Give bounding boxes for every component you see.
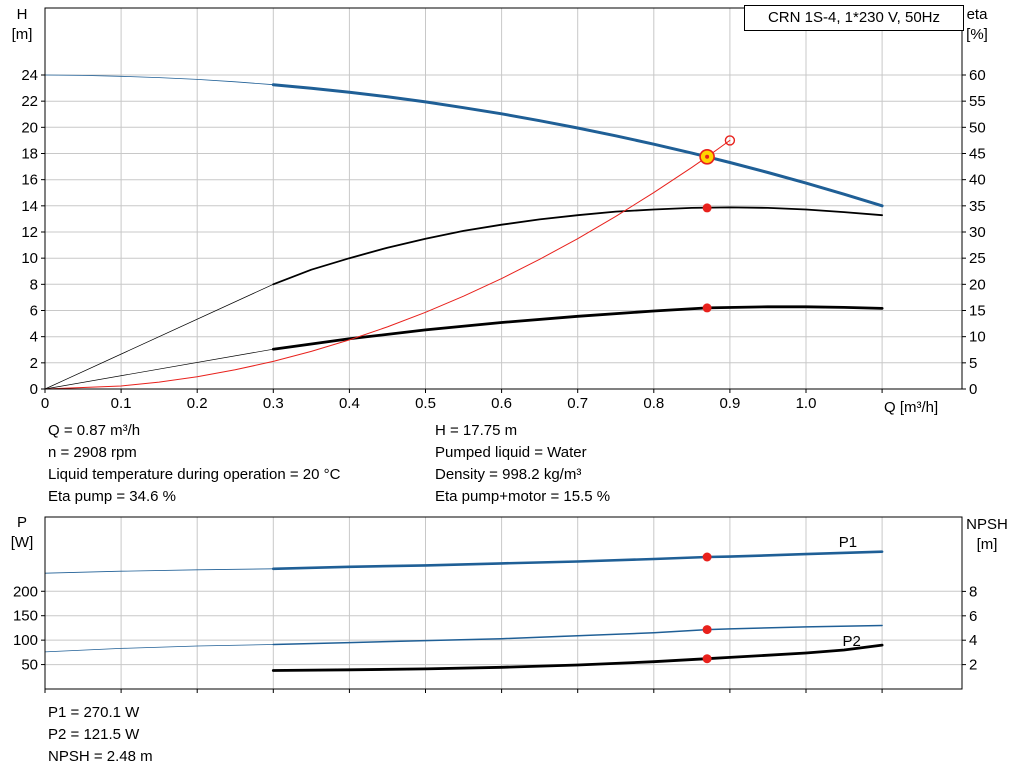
svg-text:40: 40 [969, 172, 986, 189]
speed-text: n = 2908 rpm [48, 444, 137, 461]
svg-text:35: 35 [969, 198, 986, 215]
svg-text:P1: P1 [839, 534, 857, 551]
operating-data-right-column: H = 17.75 m Pumped liquid = Water Densit… [435, 420, 610, 508]
svg-text:24: 24 [21, 67, 38, 84]
top-chart-right-axis-label: eta [%] [954, 5, 1000, 45]
svg-text:150: 150 [13, 608, 38, 625]
svg-text:16: 16 [21, 172, 38, 189]
svg-text:8: 8 [969, 583, 977, 600]
svg-text:30: 30 [969, 224, 986, 241]
svg-text:22: 22 [21, 93, 38, 110]
svg-text:0.6: 0.6 [491, 395, 512, 412]
top-chart-left-axis-label: H [m] [2, 5, 42, 45]
svg-text:0.5: 0.5 [415, 395, 436, 412]
head-axis-symbol: H [16, 6, 28, 23]
duty-flow-text: Q = 0.87 m³/h [48, 422, 141, 439]
pump-type-title: CRN 1S-4, 1*230 V, 50Hz [744, 5, 964, 31]
flow-axis-label: Q [m³/h] [884, 399, 939, 416]
p2-text: P2 = 121.5 W [48, 726, 140, 743]
svg-text:0.9: 0.9 [719, 395, 740, 412]
svg-text:14: 14 [21, 198, 38, 215]
svg-text:18: 18 [21, 145, 38, 162]
svg-text:6: 6 [969, 608, 977, 625]
svg-text:0: 0 [41, 395, 49, 412]
operating-data-left-column: Q = 0.87 m³/h n = 2908 rpm Liquid temper… [48, 420, 340, 508]
eta-axis-symbol: eta [966, 6, 988, 23]
svg-text:10: 10 [969, 329, 986, 346]
eta-axis-unit: [%] [966, 26, 988, 43]
npsh-axis-unit: [m] [976, 536, 998, 553]
p1-text: P1 = 270.1 W [48, 704, 140, 721]
npsh-axis-symbol: NPSH [966, 516, 1008, 533]
svg-text:60: 60 [969, 67, 986, 84]
svg-text:0.3: 0.3 [263, 395, 284, 412]
power-axis-unit: [W] [10, 534, 34, 551]
svg-text:0.7: 0.7 [567, 395, 588, 412]
svg-text:10: 10 [21, 250, 38, 267]
bottom-chart-left-axis-label: P [W] [2, 513, 42, 553]
power-axis-symbol: P [16, 514, 27, 531]
svg-text:0.2: 0.2 [187, 395, 208, 412]
svg-text:0.8: 0.8 [643, 395, 664, 412]
svg-text:2: 2 [30, 355, 38, 372]
svg-text:25: 25 [969, 250, 986, 267]
svg-text:15: 15 [969, 302, 986, 319]
svg-text:P2: P2 [843, 633, 861, 650]
eta-pump-text: Eta pump = 34.6 % [48, 488, 176, 505]
svg-text:50: 50 [21, 657, 38, 674]
svg-text:100: 100 [13, 632, 38, 649]
svg-text:6: 6 [30, 302, 38, 319]
svg-text:0: 0 [30, 381, 38, 398]
svg-text:200: 200 [13, 583, 38, 600]
svg-text:20: 20 [969, 276, 986, 293]
svg-text:12: 12 [21, 224, 38, 241]
density-text: Density = 998.2 kg/m³ [435, 466, 582, 483]
liquid-temperature-text: Liquid temperature during operation = 20… [48, 466, 341, 483]
svg-text:45: 45 [969, 145, 986, 162]
svg-text:55: 55 [969, 93, 986, 110]
duty-head-text: H = 17.75 m [435, 422, 518, 439]
svg-text:8: 8 [30, 276, 38, 293]
svg-text:2: 2 [969, 657, 977, 674]
svg-text:4: 4 [969, 632, 977, 649]
svg-text:0.1: 0.1 [111, 395, 132, 412]
svg-text:4: 4 [30, 329, 38, 346]
svg-text:50: 50 [969, 119, 986, 136]
svg-text:5: 5 [969, 355, 977, 372]
npsh-text: NPSH = 2.48 m [48, 748, 153, 765]
pumped-liquid-text: Pumped liquid = Water [435, 444, 587, 461]
svg-text:0: 0 [969, 381, 977, 398]
svg-text:20: 20 [21, 119, 38, 136]
svg-text:0.4: 0.4 [339, 395, 360, 412]
bottom-chart-right-axis-label: NPSH [m] [956, 515, 1018, 555]
svg-text:1.0: 1.0 [796, 395, 817, 412]
power-data-column: P1 = 270.1 W P2 = 121.5 W NPSH = 2.48 m [48, 702, 153, 768]
head-axis-unit: [m] [11, 26, 33, 43]
eta-pump-motor-text: Eta pump+motor = 15.5 % [435, 488, 611, 505]
